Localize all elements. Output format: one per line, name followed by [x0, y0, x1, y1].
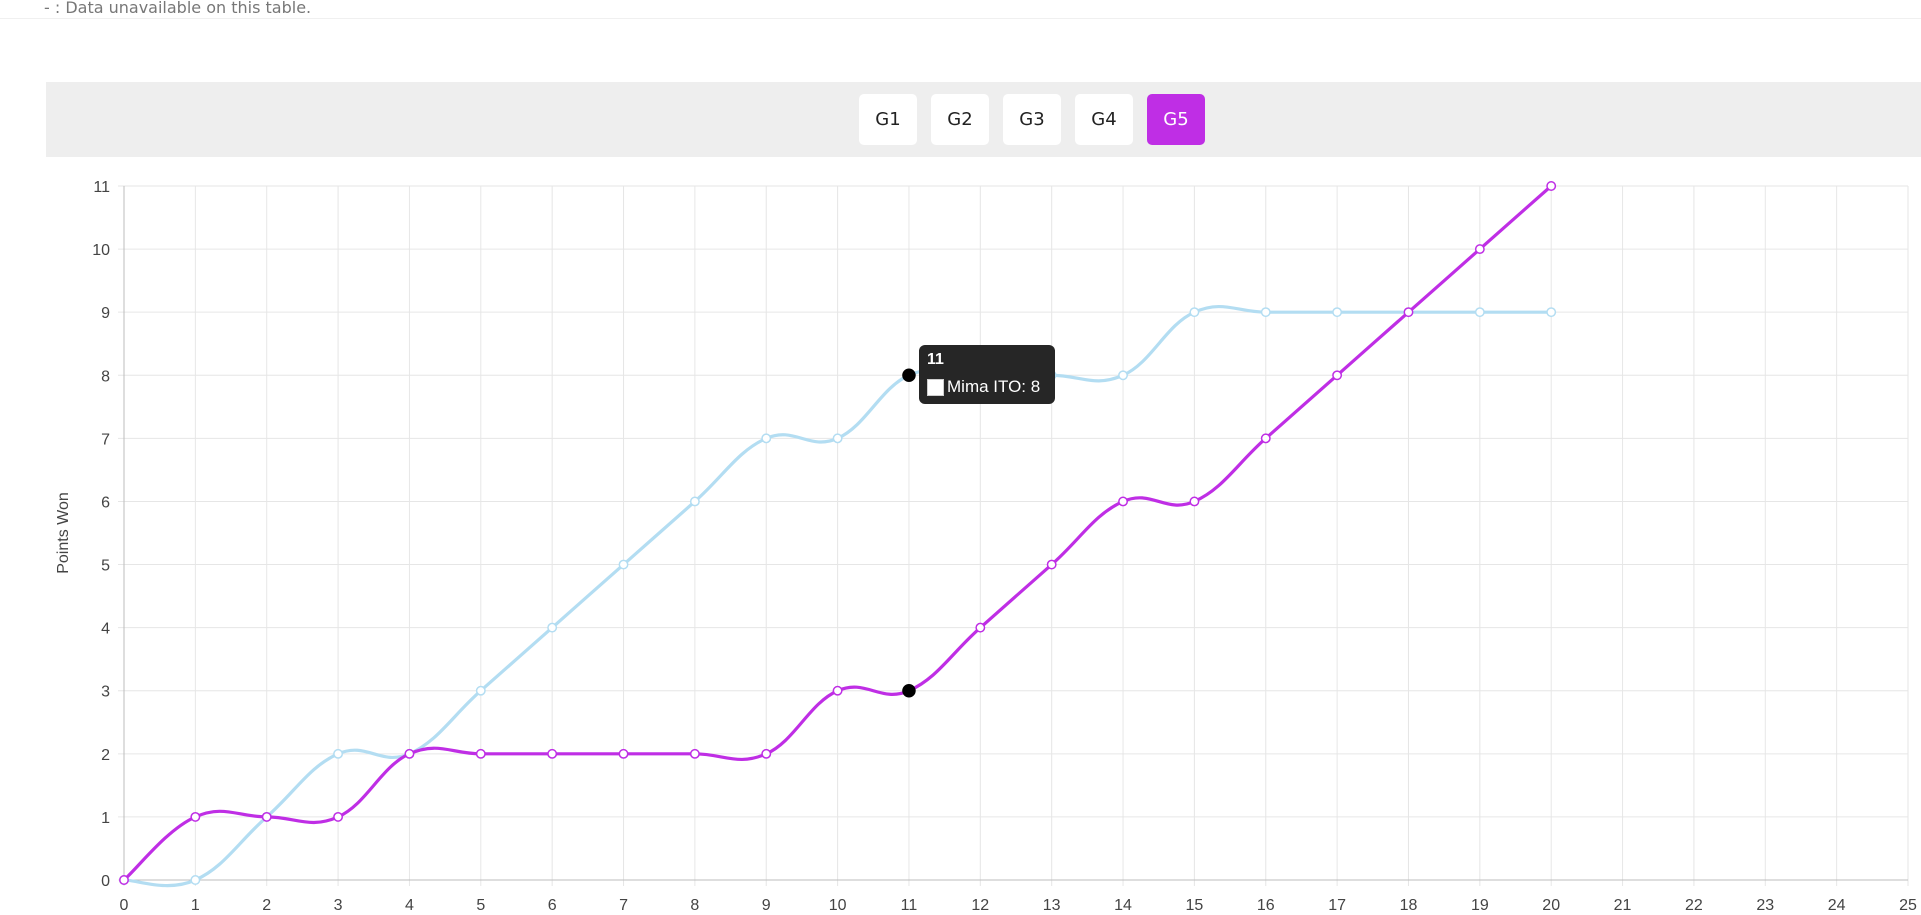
data-point	[1118, 496, 1128, 507]
y-tick-label: 6	[101, 494, 110, 511]
data-point	[1332, 307, 1343, 318]
data-point	[689, 496, 700, 507]
x-tick-label: 22	[1685, 897, 1703, 914]
tab-game-1[interactable]: G1	[859, 94, 917, 145]
x-tick-label: 7	[619, 897, 628, 914]
game-selector-bar: G1 G2 G3 G4 G5	[46, 82, 1921, 157]
data-point	[1260, 433, 1271, 444]
x-tick-label: 19	[1471, 897, 1489, 914]
x-tick-label: 6	[548, 897, 557, 914]
data-point	[1118, 370, 1128, 381]
x-tick-label: 4	[405, 897, 414, 914]
x-tick-label: 23	[1756, 897, 1774, 914]
data-point	[1474, 307, 1485, 318]
data-point	[832, 433, 843, 444]
series-line-2	[122, 184, 1553, 882]
y-tick-label: 10	[92, 242, 110, 259]
data-point	[761, 748, 772, 759]
data-point	[261, 811, 272, 822]
tooltip-color-swatch	[927, 378, 944, 396]
tab-game-2[interactable]: G2	[931, 94, 989, 145]
data-point	[119, 875, 129, 885]
x-tick-label: 1	[191, 897, 200, 914]
data-point	[832, 685, 843, 696]
y-tick-label: 2	[101, 747, 110, 764]
x-tick-label: 9	[762, 897, 771, 914]
data-unavailable-note: - : Data unavailable on this table.	[44, 0, 312, 17]
x-tick-label: 5	[476, 897, 485, 914]
game-tabs: G1 G2 G3 G4 G5	[859, 94, 1205, 145]
points-won-line-chart[interactable]: 0 1 2 3 4 5 6 7 8 9 10 11 12 13 14 15 16 17 18 19 20 21 22 23 24…	[0, 160, 1921, 915]
data-point	[333, 748, 344, 759]
data-point	[1546, 307, 1557, 318]
data-point	[547, 748, 558, 759]
y-tick-label: 1	[101, 810, 110, 827]
y-tick-label: 8	[101, 368, 110, 385]
x-tick-label: 11	[901, 897, 918, 914]
x-tick-label: 12	[971, 897, 989, 914]
x-tick-label: 25	[1899, 897, 1917, 914]
tooltip-title: 11	[927, 351, 944, 368]
data-point	[475, 685, 486, 696]
x-tick-label: 17	[1328, 897, 1346, 914]
data-point	[1403, 307, 1414, 318]
data-point	[1189, 496, 1200, 507]
data-point	[1046, 559, 1057, 570]
x-tick-label: 20	[1542, 897, 1560, 914]
data-note-bar: - : Data unavailable on this table.	[0, 0, 1921, 19]
data-point	[190, 875, 201, 885]
y-tick-label: 5	[101, 558, 110, 575]
y-tick-label: 9	[101, 305, 110, 322]
data-point	[618, 559, 629, 570]
data-point	[689, 748, 700, 759]
data-point	[547, 622, 558, 633]
tooltip-row: Mima ITO: 8	[927, 377, 1040, 397]
x-tick-label: 0	[120, 897, 129, 914]
data-point	[333, 811, 344, 822]
x-tick-label: 18	[1400, 897, 1418, 914]
data-point	[761, 433, 772, 444]
y-tick-label: 7	[101, 431, 110, 448]
data-point	[1260, 307, 1271, 318]
series-line-1	[123, 304, 1552, 888]
x-tick-label: 8	[690, 897, 699, 914]
tab-game-3[interactable]: G3	[1003, 94, 1061, 145]
data-point	[475, 748, 486, 759]
data-point	[1189, 307, 1200, 318]
tab-game-5[interactable]: G5	[1147, 94, 1205, 145]
chart-tooltip: 11 Mima ITO: 8	[919, 345, 1055, 404]
y-tick-label: 0	[101, 873, 110, 890]
x-tick-label: 24	[1828, 897, 1846, 914]
data-point	[190, 811, 201, 822]
data-point	[1474, 244, 1485, 255]
x-tick-label: 13	[1043, 897, 1061, 914]
x-tick-label: 2	[262, 897, 271, 914]
x-tick-label: 3	[334, 897, 343, 914]
tab-game-4[interactable]: G4	[1075, 94, 1133, 145]
y-tick-label: 3	[101, 684, 110, 701]
y-tick-label: 11	[93, 179, 110, 196]
y-tick-label: 4	[101, 621, 110, 638]
x-tick-label: 21	[1614, 897, 1632, 914]
x-tick-label: 10	[829, 897, 847, 914]
data-point	[618, 748, 629, 759]
data-point	[902, 683, 916, 698]
x-tick-label: 16	[1257, 897, 1275, 914]
data-point	[975, 622, 986, 633]
data-point	[1332, 370, 1343, 381]
x-tick-label: 15	[1186, 897, 1204, 914]
data-point	[902, 368, 916, 383]
data-point	[1546, 181, 1557, 191]
data-point	[404, 748, 415, 759]
y-axis-title: Points Won	[55, 492, 72, 574]
tooltip-label: Mima ITO: 8	[947, 377, 1041, 396]
x-tick-label: 14	[1114, 897, 1132, 914]
